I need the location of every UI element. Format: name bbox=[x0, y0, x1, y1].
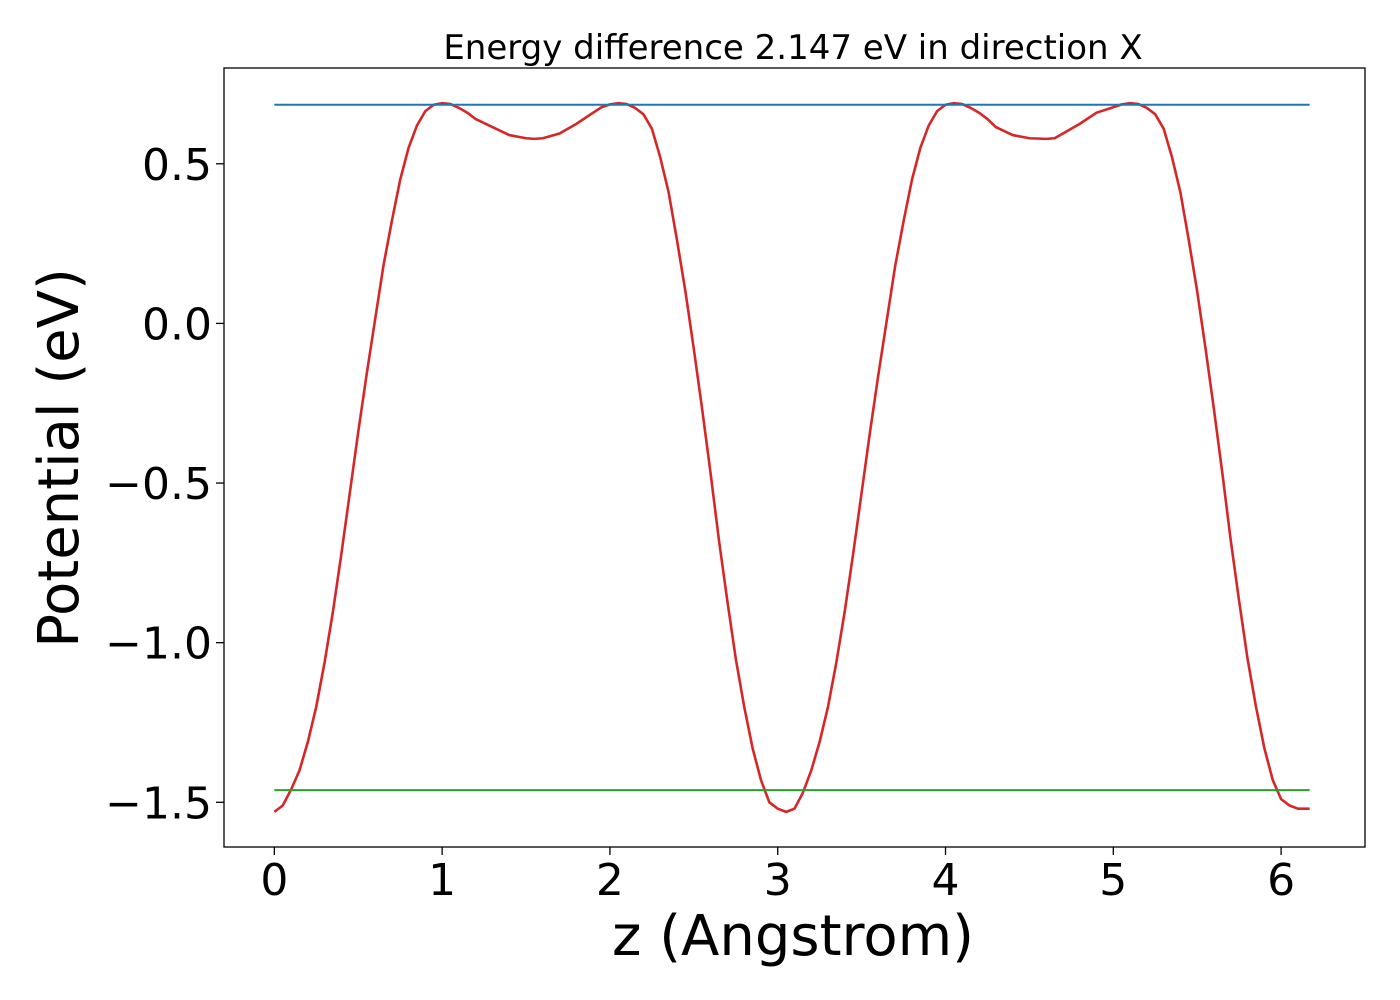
x-tick-label: 5 bbox=[1099, 855, 1127, 906]
series-layer bbox=[273, 101, 1310, 814]
y-tick-label: −0.5 bbox=[105, 459, 212, 510]
x-tick-label: 0 bbox=[260, 855, 288, 906]
x-tick-label: 3 bbox=[764, 855, 792, 906]
series-line-0 bbox=[273, 101, 1310, 814]
y-tick-label: 0.0 bbox=[142, 299, 212, 350]
y-tick-label: −1.5 bbox=[105, 778, 212, 829]
x-axis-label: z (Angstrom) bbox=[612, 904, 974, 969]
y-axis-ticks: 0.5 0.0 −0.5 −1.0 −1.5 bbox=[105, 140, 224, 829]
y-tick-label: −1.0 bbox=[105, 619, 212, 670]
y-axis-label: Potential (eV) bbox=[27, 268, 92, 648]
x-tick-label: 6 bbox=[1267, 855, 1295, 906]
x-tick-label: 4 bbox=[932, 855, 960, 906]
chart-title: Energy difference 2.147 eV in direction … bbox=[443, 28, 1142, 68]
x-tick-label: 1 bbox=[428, 855, 456, 906]
y-tick-label: 0.5 bbox=[142, 140, 212, 191]
x-axis-ticks: 0 1 2 3 4 5 6 bbox=[260, 847, 1295, 906]
plot-area-frame bbox=[223, 67, 1366, 848]
x-tick-label: 2 bbox=[596, 855, 624, 906]
